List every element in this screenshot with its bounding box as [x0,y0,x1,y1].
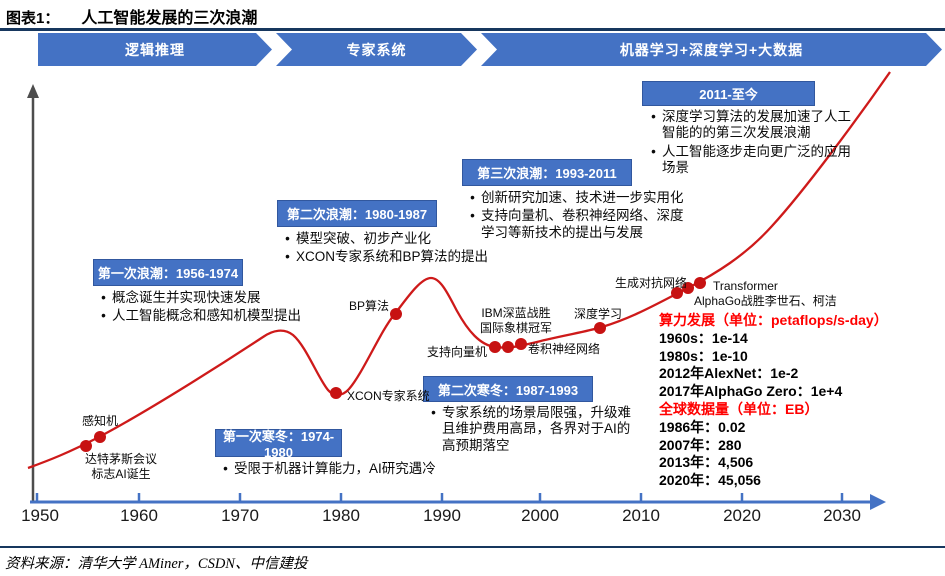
point-gan [671,287,683,299]
label-deep-blue: IBM深蓝战胜 国际象棋冠军 [479,306,552,335]
stage-chevron-logic-reasoning: 逻辑推理 [38,33,272,66]
data-volume-stats-title: 全球数据量（单位：EB） [659,401,819,417]
x-axis-ticks [35,493,844,501]
wave3-bullets: 创新研究加速、技术进一步实用化 支持向量机、卷积神经网络、深度学习等新技术的提出… [464,190,692,243]
milestone-points [80,277,706,452]
bullet-item: 受限于机器计算能力，AI研究遇冷 [217,461,487,477]
point-perceptron [94,431,106,443]
label-dartmouth: 达特茅斯会议 标志AI诞生 [84,452,157,481]
label-deep-learning: 深度学习 [574,307,623,321]
x-tick-label-2030: 2030 [823,506,861,525]
winter2-header-box: 第二次寒冬：1987-1993 [423,376,593,402]
x-tick-label-2010: 2010 [622,506,660,525]
y-axis-arrowhead-icon [27,84,39,98]
wave1-header: 第一次浪潮：1956-1974 [97,266,239,281]
x-tick-label-2020: 2020 [723,506,761,525]
x-tick-label-1990: 1990 [423,506,461,525]
figure-title-row: 图表1： 人工智能发展的三次浪潮 [6,4,257,28]
x-tick-label-1960: 1960 [120,506,158,525]
stat-line: 1980s：1e-10 [659,347,748,364]
stat-line: 2007年：280 [659,436,742,453]
footer-divider [0,546,945,548]
stat-line: 2013年：4,506 [659,454,754,471]
stage-chevron-expert-systems: 专家系统 [276,33,477,66]
wave2-bullets: 模型突破、初步产业化 XCON专家系统和BP算法的提出 [279,231,537,268]
label-alphago: AlphaGo战胜李世石、柯洁 [694,294,837,308]
wave3-header-box: 第三次浪潮：1993-2011 [462,159,632,186]
x-tick-label-1950: 1950 [21,506,59,525]
point-cnn [515,338,527,350]
wave1-header-box: 第一次浪潮：1956-1974 [93,259,243,286]
bullet-item: 人工智能逐步走向更广泛的应用场景 [645,144,853,177]
point-svm [489,341,501,353]
winter1-bullets: 受限于机器计算能力，AI研究遇冷 [217,461,487,479]
label-perceptron: 感知机 [81,414,118,428]
label-transformer: Transformer [713,279,778,293]
bullet-item: 人工智能概念和感知机模型提出 [95,308,353,324]
compute-stats-block: 算力发展（单位：petaflops/s-day） 1960s：1e-14 198… [659,312,909,401]
stat-line: 1986年：0.02 [659,418,746,435]
data-volume-stats-block: 全球数据量（单位：EB） 1986年：0.02 2007年：280 2013年：… [659,401,909,490]
title-divider [0,28,945,31]
point-dartmouth [80,440,92,452]
label-cnn: 卷积神经网络 [528,342,601,356]
bullet-item: 支持向量机、卷积神经网络、深度学习等新技术的提出与发展 [464,208,692,241]
point-transformer [694,277,706,289]
point-alphago [682,282,694,294]
point-xcon [330,387,342,399]
x-tick-label-1970: 1970 [221,506,259,525]
x-axis-arrowhead-icon [870,494,886,510]
point-deep-blue [502,341,514,353]
winter2-header: 第二次寒冬：1987-1993 [437,382,579,398]
x-tick-label-1980: 1980 [322,506,360,525]
stage-chevron-machine-learning: 机器学习+深度学习+大数据 [481,33,942,66]
stage-label: 机器学习+深度学习+大数据 [619,41,804,58]
bullet-item: 概念诞生并实现快速发展 [95,290,353,306]
page-title: 人工智能发展的三次浪潮 [81,10,258,27]
bullet-item: 专家系统的场景局限强，升级难且维护费用高昂，各界对于AI的高预期落空 [425,405,632,454]
label-gan: 生成对抗网络 [615,276,688,290]
wave2-header-box: 第二次浪潮：1980-1987 [277,200,437,227]
point-deep-learning [594,322,606,334]
bullet-item: 深度学习算法的发展加速了人工智能的的第三次发展浪潮 [645,109,853,142]
stat-line: 2017年AlphaGo Zero：1e+4 [659,383,843,400]
bullet-item: XCON专家系统和BP算法的提出 [279,249,537,265]
wave4-bullets: 深度学习算法的发展加速了人工智能的的第三次发展浪潮 人工智能逐步走向更广泛的应用… [645,109,853,179]
bullet-item: 创新研究加速、技术进一步实用化 [464,190,692,206]
label-svm: 支持向量机 [427,345,488,359]
stage-label: 专家系统 [346,41,407,58]
stat-line: 1960s：1e-14 [659,329,748,346]
bullet-item: 模型突破、初步产业化 [279,231,537,247]
source-note: 资料来源：清华大学 AMiner，CSDN、中信建投 [5,556,308,572]
x-tick-label-2000: 2000 [521,506,559,525]
wave2-header: 第二次浪潮：1980-1987 [286,207,428,222]
compute-stats-title: 算力发展（单位：petaflops/s-day） [659,312,888,328]
wave3-header: 第三次浪潮：1993-2011 [477,166,617,181]
point-bp [390,308,402,320]
wave1-bullets: 概念诞生并实现快速发展 人工智能概念和感知机模型提出 [95,290,353,327]
label-xcon: XCON专家系统 [347,389,430,403]
stage-label: 逻辑推理 [125,41,185,58]
winter1-header-box: 第一次寒冬：1974-1980 [215,429,342,460]
wave4-header: 2011-至今 [699,87,758,102]
stat-line: 2020年：45,056 [659,472,761,489]
figure-number: 图表1： [6,10,60,27]
winter2-bullets: 专家系统的场景局限强，升级难且维护费用高昂，各界对于AI的高预期落空 [425,405,632,456]
label-bp: BP算法 [349,299,390,313]
stat-line: 2012年AlexNet：1e-2 [659,365,799,382]
winter1-header: 第一次寒冬：1974-1980 [222,429,335,460]
wave4-header-box: 2011-至今 [642,81,815,106]
